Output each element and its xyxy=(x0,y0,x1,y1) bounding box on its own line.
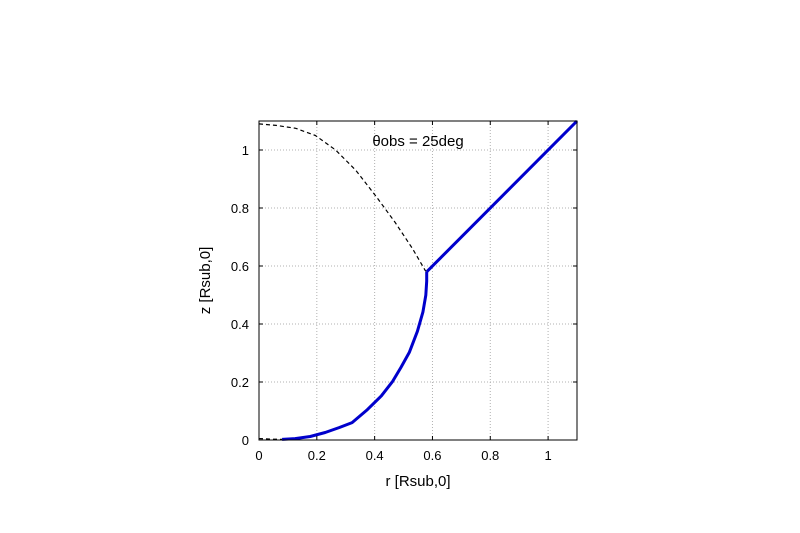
y-tick-label: 1 xyxy=(242,143,249,158)
x-axis-label: r [Rsub,0] xyxy=(385,473,450,490)
x-tick-label: 0.4 xyxy=(366,448,384,463)
series-line-dashed xyxy=(258,438,283,440)
y-tick-label: 0.6 xyxy=(231,259,249,274)
x-tick-label: 0.8 xyxy=(481,448,499,463)
y-axis-label: z [Rsub,0] xyxy=(197,247,214,315)
x-tick-label: 0.6 xyxy=(423,448,441,463)
y-tick-label: 0.4 xyxy=(231,317,249,332)
series-line-solid xyxy=(282,271,429,441)
series-line-solid xyxy=(425,119,579,273)
y-tick-label: 0.8 xyxy=(231,201,249,216)
series-line-dashed xyxy=(258,123,428,273)
annotation-label: θobs = 25deg xyxy=(372,133,463,150)
ticks: 0 0.2 0.4 0.6 0.8 1 0 0.2 0.4 0.6 0.8 1 xyxy=(231,121,577,463)
y-tick-label: 0.2 xyxy=(231,375,249,390)
x-tick-label: 0 xyxy=(255,448,262,463)
x-tick-label: 1 xyxy=(544,448,551,463)
plot-frame xyxy=(258,120,578,441)
x-tick-label: 0.2 xyxy=(308,448,326,463)
y-tick-label: 0 xyxy=(242,433,249,448)
series-group xyxy=(258,119,579,441)
